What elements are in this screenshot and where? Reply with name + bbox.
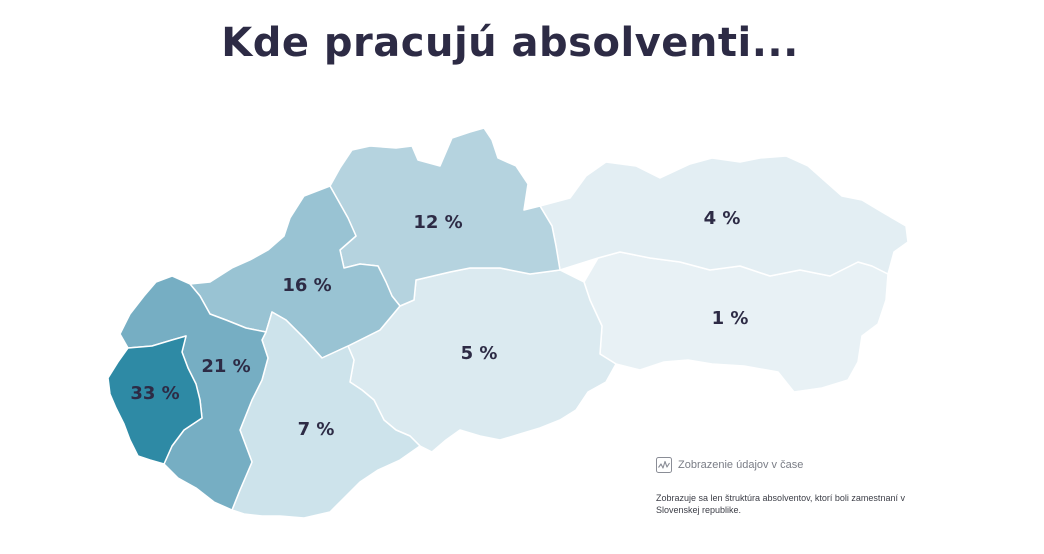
label-bb: 5 % — [461, 343, 498, 364]
label-tt: 21 % — [201, 356, 250, 377]
region-po[interactable] — [539, 155, 909, 277]
label-tn: 16 % — [282, 275, 331, 296]
footnote: Zobrazuje sa len štruktúra absolventov, … — [656, 493, 905, 515]
time-view-label[interactable]: Zobrazenie údajov v čase — [678, 459, 804, 471]
label-ke: 1 % — [712, 308, 749, 329]
label-nr: 7 % — [298, 419, 335, 440]
page-title: Kde pracujú absolventi... — [221, 20, 799, 66]
time-view-link[interactable]: Zobrazenie údajov v čase — [656, 457, 803, 473]
label-ba: 33 % — [130, 383, 179, 404]
label-po: 4 % — [704, 208, 741, 229]
label-za: 12 % — [413, 212, 462, 233]
chart-line-icon — [656, 457, 672, 473]
region-ba[interactable] — [107, 335, 203, 465]
